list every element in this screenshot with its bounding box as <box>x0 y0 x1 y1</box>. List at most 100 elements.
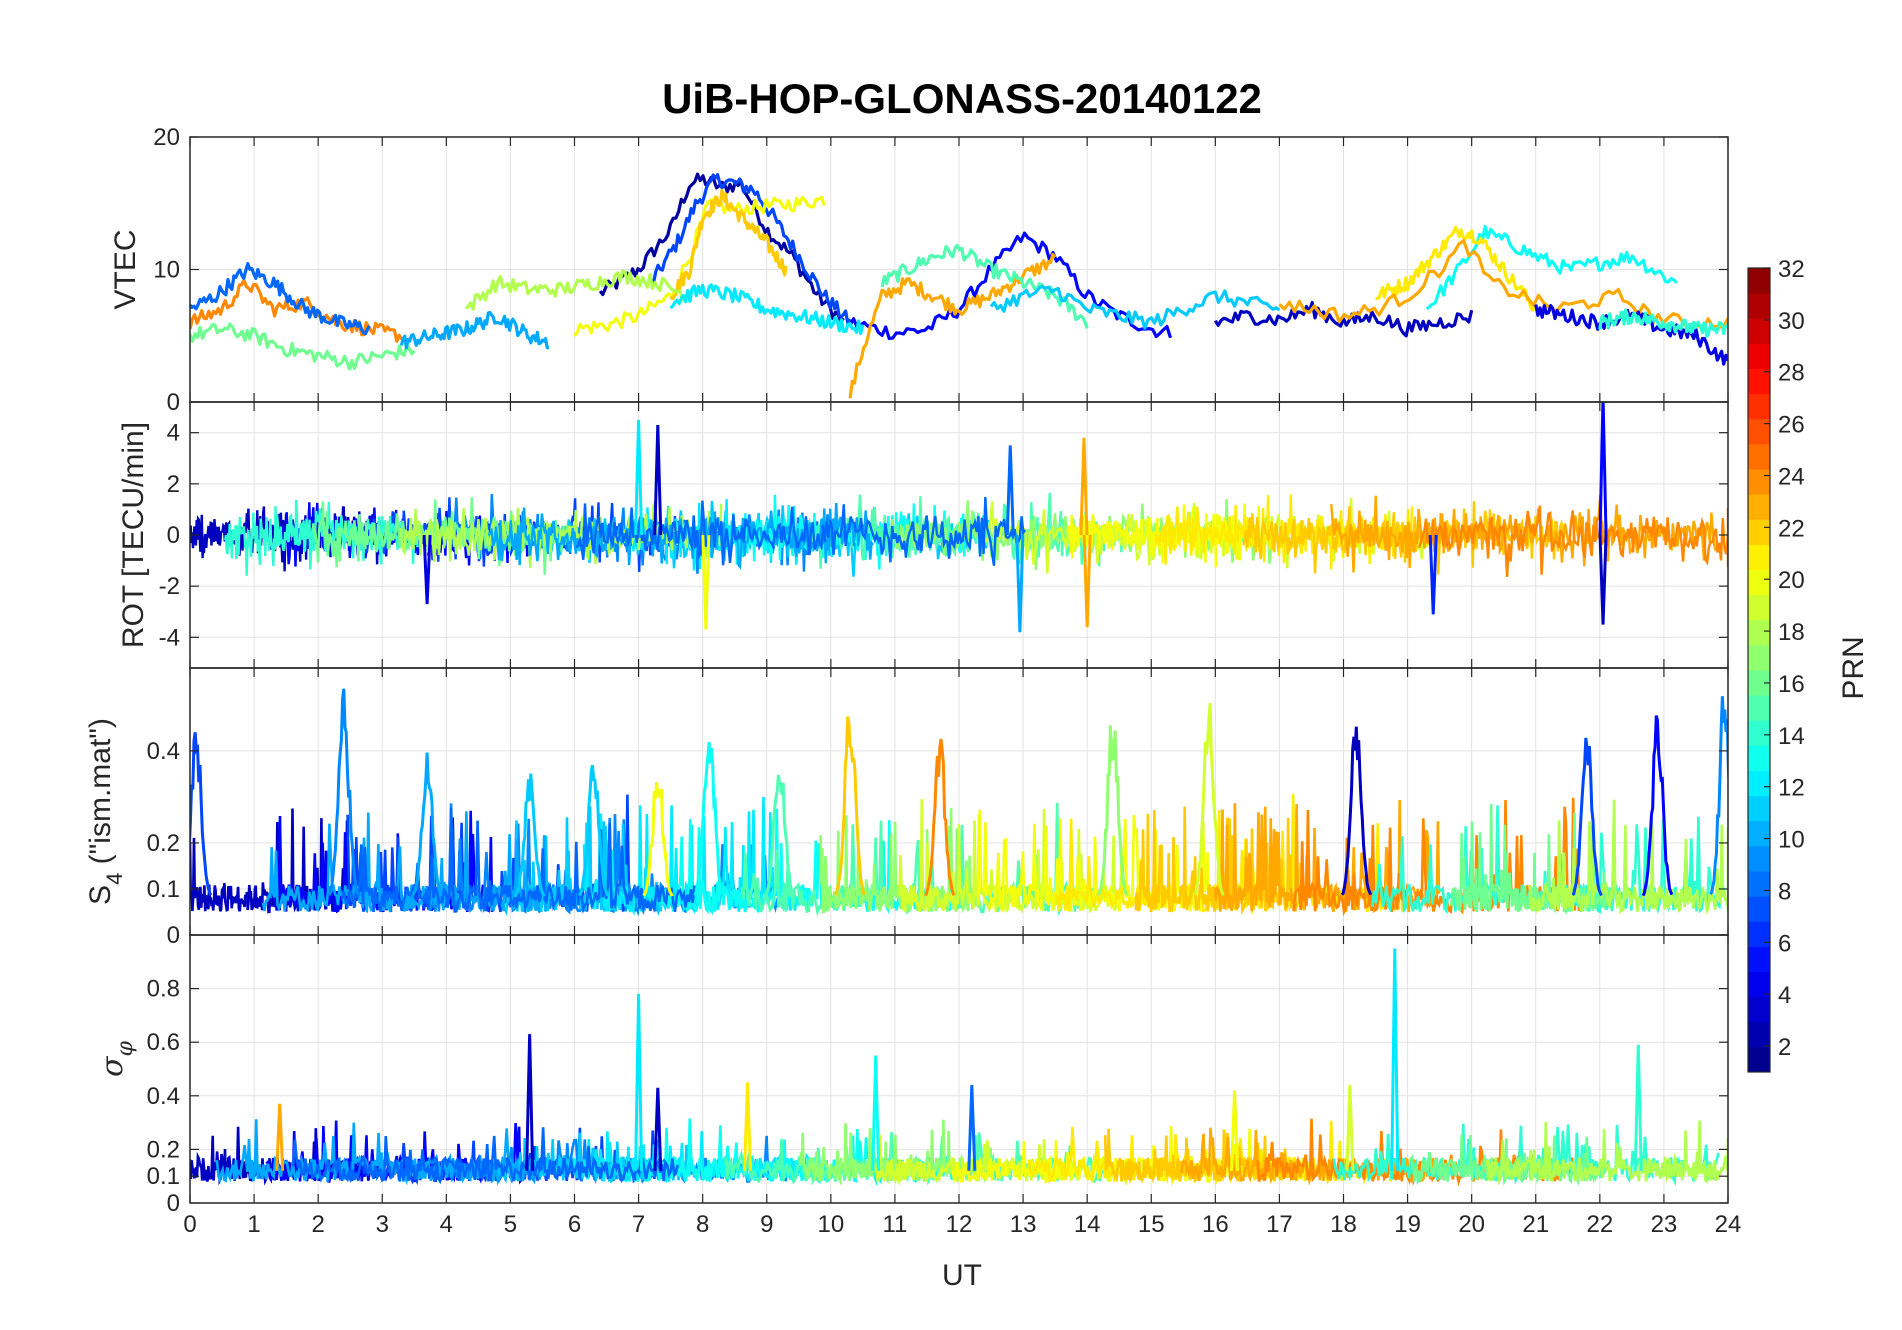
x-axis-label: UT <box>942 1259 982 1292</box>
y-tick-label: 0.2 <box>147 830 180 857</box>
vtec-series-prn-2 <box>598 172 845 323</box>
x-tick-label: 12 <box>946 1211 973 1238</box>
y-axis-label-rot: ROT [TECU/min] <box>117 422 150 648</box>
y-label-rest: ("ism.mat") <box>84 718 117 873</box>
colorbar-tick-label: 16 <box>1778 671 1805 698</box>
x-tick-label: 8 <box>696 1211 709 1238</box>
rot-spike <box>1079 437 1089 536</box>
x-tick-label: 16 <box>1202 1211 1229 1238</box>
x-tick-label: 21 <box>1522 1211 1549 1238</box>
sigma-spike <box>1390 948 1400 1171</box>
colorbar-segment <box>1748 896 1770 922</box>
rot-spike <box>1015 534 1025 633</box>
x-tick-label: 7 <box>632 1211 645 1238</box>
chart-title: UiB-HOP-GLONASS-20140122 <box>662 75 1262 122</box>
sigma-spike <box>634 993 644 1171</box>
s4-peak <box>1709 696 1728 895</box>
s4-peak <box>834 716 866 896</box>
rot-series-prn-10 <box>487 502 875 570</box>
y-tick-label: -2 <box>159 573 180 600</box>
colorbar-segment <box>1748 544 1770 570</box>
colorbar-segment <box>1748 845 1770 872</box>
vtec-series-prn-18 <box>464 269 692 311</box>
vtec-series-prn-22 <box>669 188 788 301</box>
colorbar-segment <box>1748 720 1770 746</box>
sigma-series-prn-23 <box>1180 1127 1439 1186</box>
y-tick-label: -4 <box>159 624 180 651</box>
y-label-sub: φ <box>113 1040 138 1056</box>
s4-series-prn-10 <box>261 811 553 914</box>
rot-spike <box>1598 402 1608 536</box>
rot-spike <box>422 534 432 605</box>
panel-s4: 0 0.1 0.2 0.4 S4 ("ism.mat") <box>84 667 1729 949</box>
colorbar-segment <box>1748 594 1770 621</box>
x-tick-label: 10 <box>817 1211 844 1238</box>
y-tick-label: 0.4 <box>147 1083 180 1110</box>
x-tick-label: 9 <box>760 1211 773 1238</box>
rot-spike <box>1598 534 1608 625</box>
vtec-series-prn-15 <box>880 243 1089 330</box>
sigma-spike <box>871 1055 881 1171</box>
s4-peak <box>1097 725 1129 896</box>
vtec-series-prn-5 <box>848 231 1173 341</box>
colorbar-segment <box>1748 996 1770 1023</box>
s4-series-prn-18 <box>1528 799 1728 915</box>
s4-peak <box>1193 702 1225 896</box>
colorbar-segment <box>1748 695 1770 721</box>
x-tick-label: 2 <box>311 1211 324 1238</box>
colorbar-tick-label: 30 <box>1778 308 1805 335</box>
y-label-main: S <box>84 885 117 905</box>
s4-peak <box>577 764 610 897</box>
rot-spike <box>634 419 644 536</box>
rot-spike <box>1428 534 1438 615</box>
sigma-series-prn-8 <box>291 1127 679 1185</box>
panel-vtec: 0 10 20 VTEC <box>109 124 1729 416</box>
sigma-spike <box>1230 1090 1240 1171</box>
x-tick-label: 23 <box>1651 1211 1678 1238</box>
colorbar-label: PRN <box>1837 636 1870 699</box>
sigma-spike <box>1345 1085 1355 1171</box>
colorbar-frame <box>1747 267 1771 1073</box>
s4-peak <box>513 773 546 898</box>
x-tick-label: 22 <box>1586 1211 1613 1238</box>
y-tick-label: 0 <box>167 522 180 549</box>
vtec-series-prn-11 <box>989 284 1281 330</box>
panel-sigma: 00.10.2 0.4 0.6 0.8 σφ <box>95 934 1729 1217</box>
colorbar-segment <box>1748 293 1770 319</box>
colorbar-segment <box>1748 519 1770 545</box>
s4-peak <box>693 741 725 897</box>
y-tick-label: 0.6 <box>147 1029 180 1056</box>
colorbar-segment <box>1748 343 1770 369</box>
y-tick-label: 0 <box>167 1190 180 1217</box>
y-tick-label: 4 <box>167 420 180 447</box>
x-tick-label: 17 <box>1266 1211 1293 1238</box>
x-tick-label: 19 <box>1394 1211 1421 1238</box>
colorbar-tick-label: 20 <box>1778 567 1805 594</box>
x-tick-label: 24 <box>1715 1211 1742 1238</box>
rot-spike <box>701 534 711 630</box>
s4-peak <box>190 732 213 896</box>
y-tick-label: 20 <box>153 124 180 151</box>
y-axis-label-sigma: σφ <box>95 1040 138 1076</box>
y-tick-label: 0 <box>167 922 180 949</box>
y-tick-label: 0.4 <box>147 738 180 765</box>
plot-area-s4 <box>190 688 1728 917</box>
colorbar-tick-label: 8 <box>1778 878 1791 905</box>
x-tick-label: 20 <box>1458 1211 1485 1238</box>
colorbar-tick-label: 18 <box>1778 619 1805 646</box>
colorbar-tick-label: 12 <box>1778 775 1805 802</box>
x-tick-label: 15 <box>1138 1211 1165 1238</box>
colorbar-tick-label: 32 <box>1778 256 1805 283</box>
colorbar-segment <box>1748 1021 1770 1048</box>
plot-area-vtec <box>190 172 1728 399</box>
colorbar-segment <box>1748 971 1770 998</box>
colorbar-segment <box>1748 871 1770 897</box>
vtec-series-prn-4 <box>1534 304 1728 366</box>
colorbar-segment <box>1748 318 1770 344</box>
colorbar-segment <box>1748 569 1770 596</box>
plot-area-sigma <box>190 948 1728 1187</box>
sigma-spike <box>743 1082 753 1171</box>
s4-peak <box>328 688 360 896</box>
x-tick-label: 14 <box>1074 1211 1101 1238</box>
